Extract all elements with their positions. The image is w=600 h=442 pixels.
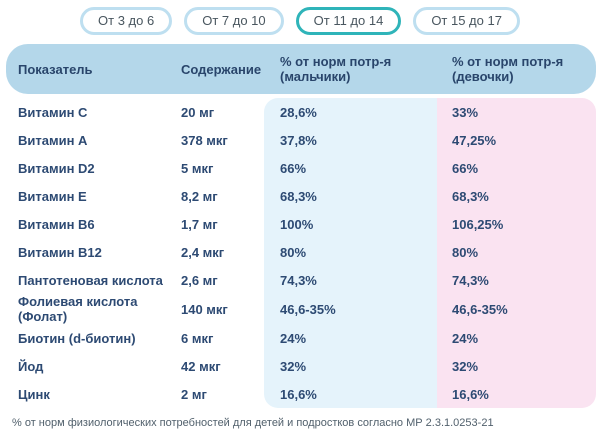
indicator-cell: Фолиевая кислота (Фолат) (18, 294, 138, 324)
age-range-tabs: От 3 до 6 От 7 до 10 От 11 до 14 От 15 до 1… (0, 0, 600, 36)
boys-percent-cell: 24% (264, 324, 437, 352)
content-cell: 1,7 мг (181, 216, 218, 232)
boys-percent-cell: 66% (264, 154, 437, 182)
content-cell: 378 мкг (181, 132, 228, 148)
column-header-girls-percent: % от норм потр-я (девочки) (437, 54, 596, 84)
girls-percent-cell: 106,25% (437, 210, 596, 238)
indicator-cell: Витамин B6 (18, 216, 95, 232)
indicator-cell: Йод (18, 358, 44, 374)
girls-percent-cell: 68,3% (437, 182, 596, 210)
boys-percent-cell: 32% (264, 352, 437, 380)
content-cell: 5 мкг (181, 160, 214, 176)
girls-percent-cell: 32% (437, 352, 596, 380)
column-header-girls-line2: (девочки) (452, 69, 514, 84)
content-cell: 8,2 мг (181, 188, 218, 204)
girls-percent-cell: 47,25% (437, 126, 596, 154)
boys-percent-cell: 74,3% (264, 266, 437, 294)
boys-percent-cell: 100% (264, 210, 437, 238)
column-header-boys-line2: (мальчики) (280, 69, 351, 84)
indicator-cell: Биотин (d-биотин) (18, 330, 136, 346)
content-cell: 2 мг (181, 386, 207, 402)
column-header-indicator: Показатель (18, 61, 93, 77)
girls-percent-cell: 74,3% (437, 266, 596, 294)
girls-percent-cell: 16,6% (437, 380, 596, 408)
boys-percent-cell: 80% (264, 238, 437, 266)
table-header-row: Показатель Содержание % от норм потр-я (… (6, 44, 596, 94)
girls-percent-cell: 24% (437, 324, 596, 352)
indicator-cell: Витамин A (18, 132, 88, 148)
girls-percent-cell: 66% (437, 154, 596, 182)
boys-percent-cell: 68,3% (264, 182, 437, 210)
tab-age-range-2[interactable]: От 7 до 10 (184, 6, 284, 35)
content-cell: 6 мкг (181, 330, 214, 346)
indicator-cell: Витамин D2 (18, 160, 95, 176)
column-header-boys-percent: % от норм потр-я (мальчики) (264, 54, 437, 84)
column-header-girls-line1: % от норм потр-я (452, 54, 564, 69)
nutrition-table: Показатель Содержание % от норм потр-я (… (6, 44, 596, 408)
tab-age-range-1[interactable]: От 3 до 6 (80, 6, 173, 35)
content-cell: 42 мкг (181, 358, 221, 374)
column-header-boys-line1: % от норм потр-я (280, 54, 392, 69)
indicator-cell: Витамин E (18, 188, 87, 204)
girls-percent-cell: 33% (437, 98, 596, 126)
boys-percent-cell: 37,8% (264, 126, 437, 154)
tab-age-range-4[interactable]: От 15 до 17 (413, 6, 520, 35)
indicator-cell: Цинк (18, 386, 50, 402)
column-header-content: Содержание (181, 61, 262, 77)
boys-percent-cell: 16,6% (264, 380, 437, 408)
indicator-cell: Витамин C (18, 104, 88, 120)
content-cell: 2,6 мг (181, 272, 218, 288)
boys-percent-cell: 46,6-35% (264, 294, 437, 324)
content-cell: 20 мг (181, 104, 215, 120)
footnote-text: % от норм физиологических потребностей д… (12, 417, 494, 429)
boys-percent-cell: 28,6% (264, 98, 437, 126)
indicator-cell: Пантотеновая кислота (18, 272, 163, 288)
table-body: Витамин C 20 мг 28,6% 33% Витамин A 378 мкг 37… (6, 98, 596, 408)
girls-percent-cell: 80% (437, 238, 596, 266)
tab-age-range-3-active[interactable]: От 11 до 14 (295, 6, 402, 35)
girls-percent-cell: 46,6-35% (437, 294, 596, 324)
content-cell: 140 мкг (181, 301, 228, 317)
indicator-cell: Витамин B12 (18, 244, 102, 260)
content-cell: 2,4 мкг (181, 244, 225, 260)
